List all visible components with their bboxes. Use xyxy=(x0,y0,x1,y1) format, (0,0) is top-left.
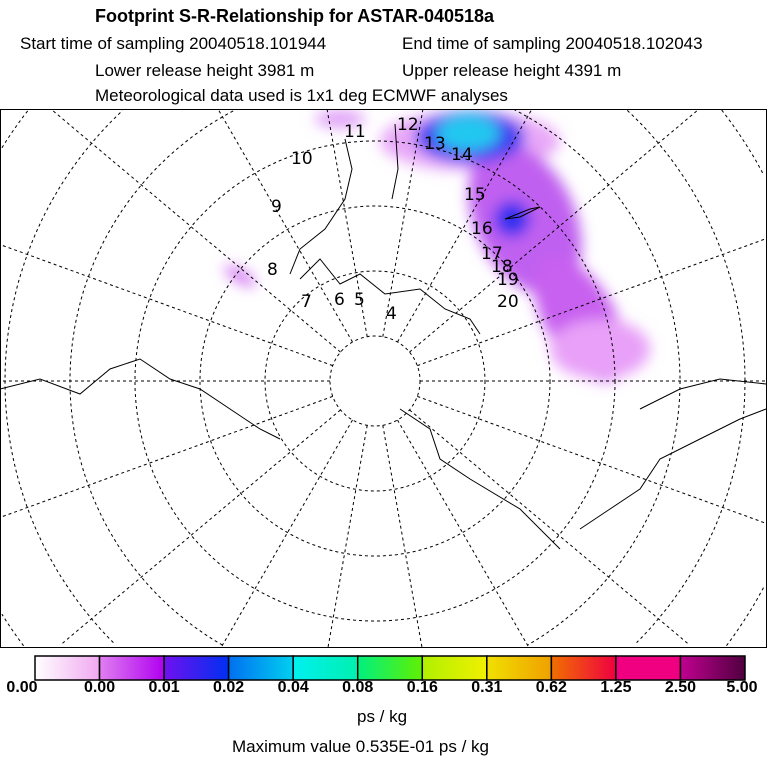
colorbar xyxy=(34,655,746,681)
colorbar-segment xyxy=(292,655,359,681)
meridian-line xyxy=(397,110,532,343)
track-label: 15 xyxy=(464,185,486,205)
track-label: 7 xyxy=(301,292,312,312)
meridian-line xyxy=(409,109,700,353)
track-label: 10 xyxy=(291,149,313,169)
colorbar-tick-label: 0.31 xyxy=(471,679,503,696)
meridian-line xyxy=(0,395,333,518)
met-data: Meteorological data used is 1x1 deg ECMW… xyxy=(95,86,508,105)
latitude-circle xyxy=(264,270,486,492)
colorbar-tick-label: 0.02 xyxy=(213,679,245,696)
colorbar-segment xyxy=(421,655,488,681)
colorbar-tick-label: 0.04 xyxy=(277,679,309,696)
meridian-line xyxy=(409,409,691,646)
meridian-line xyxy=(218,110,353,343)
colorbar-tick-label: 0.00 xyxy=(6,679,38,696)
latitude-circle xyxy=(329,335,421,427)
meridian-line xyxy=(50,109,341,353)
colorbar-tick-label: 5.00 xyxy=(726,679,758,696)
latitude-circle xyxy=(1,109,764,647)
colorbar-tick-label: 2.50 xyxy=(664,679,697,696)
meridian-line xyxy=(327,425,368,647)
track-label: 9 xyxy=(271,197,282,217)
colorbar-tick-label: 0.00 xyxy=(83,679,116,696)
start-time: Start time of sampling 20040518.101944 xyxy=(20,34,327,53)
colorbar-segment xyxy=(163,655,230,681)
coastline xyxy=(391,123,399,200)
colorbar-tick-label: 1.25 xyxy=(600,679,632,696)
colorbar-segment xyxy=(486,655,553,681)
meridian-line xyxy=(382,109,424,337)
track-label: 13 xyxy=(424,134,446,154)
track-label: 6 xyxy=(334,290,345,310)
meridian-line xyxy=(382,425,423,647)
colorbar-segment xyxy=(227,655,294,681)
coastline xyxy=(299,258,481,335)
upper-height: Upper release height 4391 m xyxy=(402,61,622,80)
colorbar-tick-label: 0.08 xyxy=(342,679,374,696)
track-label: 11 xyxy=(344,122,366,142)
track-label: 8 xyxy=(267,260,278,280)
coastline xyxy=(399,408,561,550)
meridian-line xyxy=(221,419,353,647)
track-label: 20 xyxy=(497,292,519,312)
map-frame xyxy=(0,109,767,648)
meridian-line xyxy=(417,238,765,367)
colorbar-segment xyxy=(34,655,101,681)
coastline xyxy=(639,378,767,410)
meridian-line xyxy=(326,109,368,337)
colorbar-segment xyxy=(679,655,746,681)
colorbar-tick-label: 0.16 xyxy=(406,679,438,696)
coastline xyxy=(289,138,353,275)
colorbar-segment xyxy=(550,655,617,681)
track-label: 19 xyxy=(497,270,519,290)
chart-title: Footprint S-R-Relationship for ASTAR-040… xyxy=(95,6,495,26)
coastline xyxy=(0,358,281,440)
track-label: 14 xyxy=(451,145,473,165)
colorbar-segment xyxy=(615,655,682,681)
coastline xyxy=(579,408,767,530)
meridian-line xyxy=(397,419,529,647)
colorbar-segment xyxy=(98,655,165,681)
lower-height: Lower release height 3981 m xyxy=(95,61,315,80)
meridian-line xyxy=(0,244,333,367)
coastline xyxy=(504,206,541,220)
track-label: 12 xyxy=(397,115,419,135)
colorbar-unit: ps / kg xyxy=(357,707,408,726)
track-label: 18 xyxy=(491,257,513,277)
end-time: End time of sampling 20040518.102043 xyxy=(402,34,703,53)
colorbar-segment xyxy=(356,655,424,681)
max-value: Maximum value 0.535E-01 ps / kg xyxy=(232,737,490,756)
latitude-circle xyxy=(4,110,746,643)
meridian-line xyxy=(417,395,765,524)
footprint-plume xyxy=(224,110,650,383)
latitude-circle xyxy=(69,109,681,646)
track-label: 17 xyxy=(481,244,503,264)
track-label: 5 xyxy=(354,290,365,310)
meridian-line xyxy=(59,409,341,646)
track-label: 16 xyxy=(471,219,493,239)
colorbar-tick-label: 0.62 xyxy=(535,679,567,696)
colorbar-tick-label: 0.01 xyxy=(148,679,180,696)
track-label: 4 xyxy=(386,304,397,324)
